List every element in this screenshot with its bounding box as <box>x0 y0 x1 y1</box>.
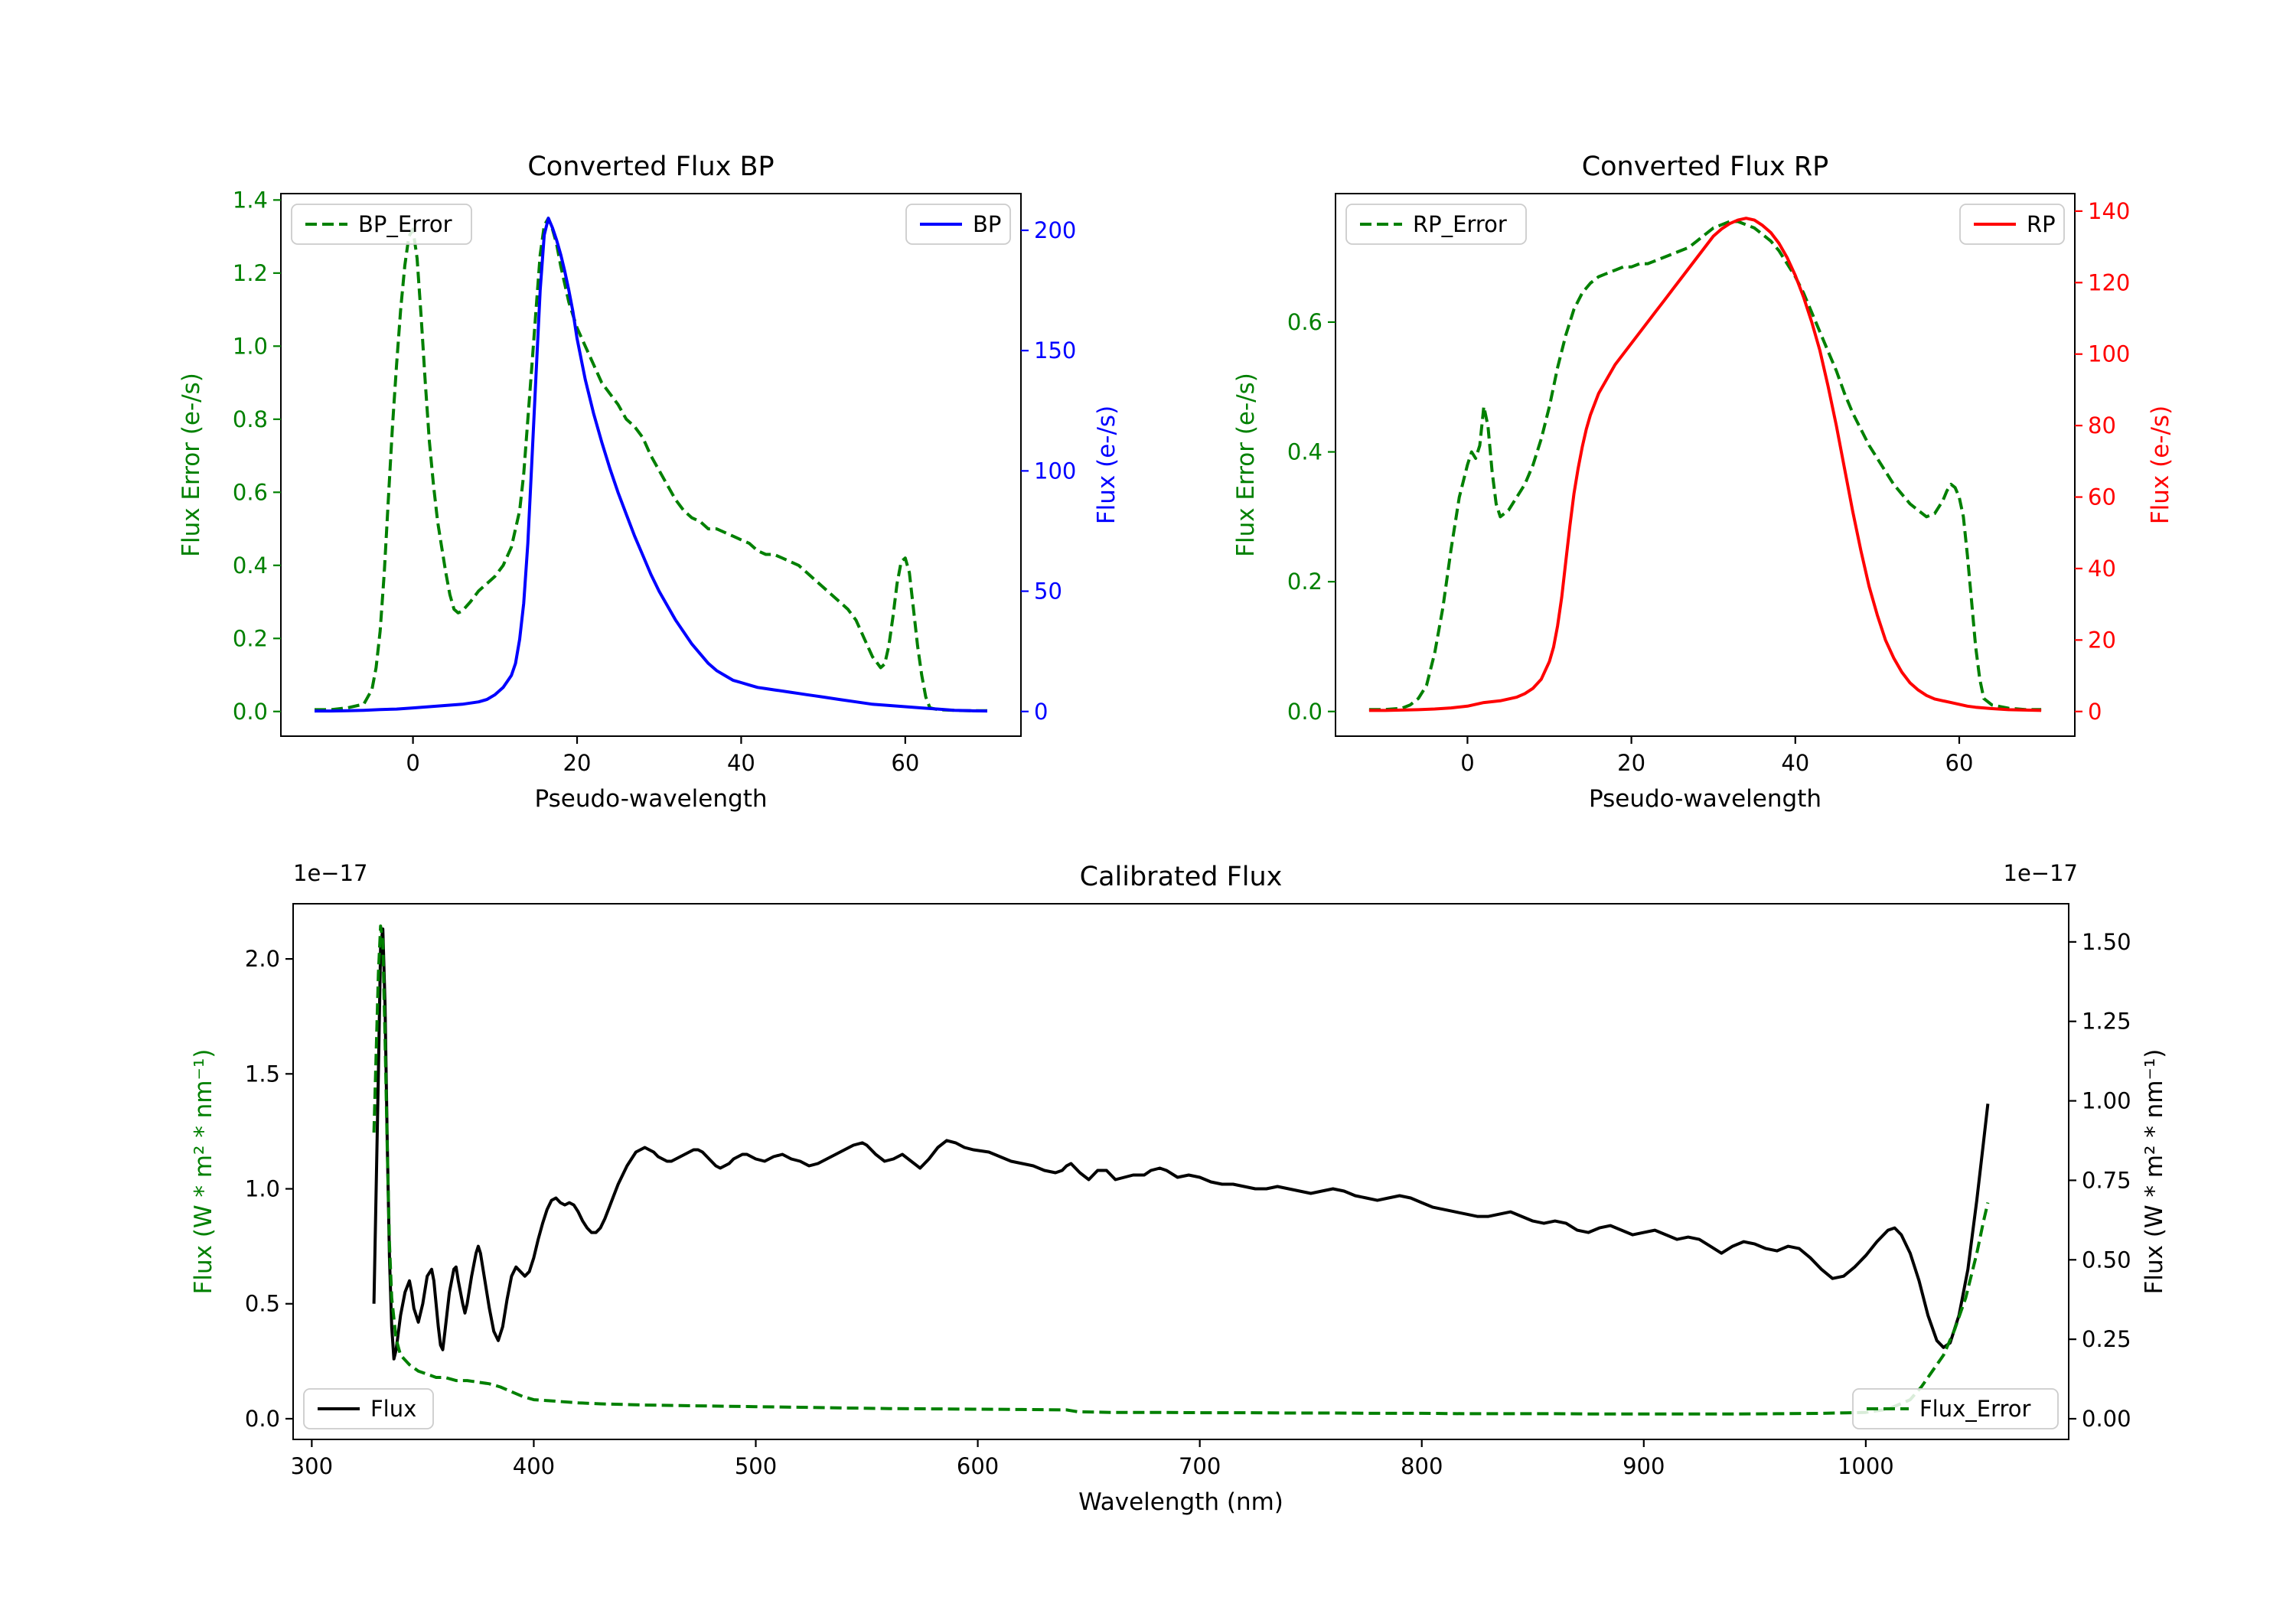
x-tick-label: 500 <box>735 1453 777 1479</box>
x-axis-label-cal: Wavelength (nm) <box>1078 1488 1283 1516</box>
legend-frame <box>1852 1388 2059 1429</box>
axis-offset-right: 1e−17 <box>2004 860 2079 886</box>
y-tick-label-left: 0.2 <box>233 625 268 651</box>
series-flux-line <box>372 927 1990 1361</box>
x-tick-label: 40 <box>727 750 755 776</box>
x-tick-label: 400 <box>513 1453 555 1479</box>
y-tick-label-right: 100 <box>1034 458 1076 484</box>
y-tick-label-right: 80 <box>2088 412 2116 438</box>
y-tick-label-right: 20 <box>2088 627 2116 653</box>
x-tick-label: 600 <box>957 1453 999 1479</box>
y-tick-label-left: 0.0 <box>1287 699 1322 725</box>
legend-label: Flux <box>370 1396 416 1422</box>
y-axis-label-right-cal: Flux (W * m² * nm⁻¹) <box>2141 1049 2168 1295</box>
chart-bp: Converted Flux BP 0 20 40 60 Pseudo-wavelengt… <box>178 152 1120 813</box>
y-tick-label-right: 0.50 <box>2082 1247 2131 1273</box>
series-bp-line <box>315 217 988 713</box>
chart-title-cal: Calibrated Flux <box>1080 862 1283 892</box>
y-tick-label-left: 0.0 <box>245 1406 280 1432</box>
legend-rp_error: RP_Error <box>1345 204 1527 245</box>
legend-label: RP <box>2027 211 2056 237</box>
x-tick-label: 700 <box>1179 1453 1221 1479</box>
y-tick-label-left: 0.0 <box>233 699 268 725</box>
x-tick-label: 60 <box>1945 750 1974 776</box>
y-axis-label-right-rp: Flux (e-/s) <box>2147 406 2174 524</box>
axes-spines-bp <box>280 193 1022 737</box>
y-tick-label-right: 40 <box>2088 556 2116 582</box>
series-rp_error-line <box>1368 220 2042 712</box>
legend-label: BP <box>973 211 1001 237</box>
y-tick-label-right: 50 <box>1034 579 1062 605</box>
y-tick-label-right: 0.25 <box>2082 1326 2131 1352</box>
series-flux_error-line <box>372 924 1990 1416</box>
y-tick-label-left: 0.6 <box>1287 309 1322 335</box>
y-tick-label-left: 0.4 <box>1287 439 1322 465</box>
legend-frame <box>303 1388 434 1429</box>
legend-frame <box>291 204 472 245</box>
x-tick-label: 60 <box>891 750 919 776</box>
y-tick-label-left: 0.6 <box>233 479 268 505</box>
y-tick-label-left: 0.2 <box>1287 569 1322 595</box>
chart-title-rp: Converted Flux RP <box>1582 152 1829 182</box>
legend-bp_error: BP_Error <box>291 204 472 245</box>
axis-offset-left: 1e−17 <box>293 860 368 886</box>
y-tick-label-left: 0.4 <box>233 553 268 579</box>
y-tick-label-left: 2.0 <box>245 946 280 972</box>
legend-label: BP_Error <box>358 211 452 237</box>
y-axis-label-left-bp: Flux Error (e-/s) <box>178 373 205 557</box>
y-tick-label-right: 0 <box>1034 699 1048 725</box>
x-tick-label: 1000 <box>1838 1453 1894 1479</box>
y-tick-label-left: 1.2 <box>233 260 268 286</box>
y-tick-label-left: 0.5 <box>245 1291 280 1317</box>
y-tick-label-right: 60 <box>2088 484 2116 510</box>
x-tick-label: 20 <box>1617 750 1645 776</box>
y-axis-label-right-bp: Flux (e-/s) <box>1093 406 1120 524</box>
axes-spines-cal <box>292 903 2069 1440</box>
y-tick-label-right: 120 <box>2088 269 2130 295</box>
y-axis-label-left-cal: Flux (W * m² * nm⁻¹) <box>190 1049 217 1295</box>
x-tick-label: 40 <box>1781 750 1809 776</box>
y-tick-label-left: 0.8 <box>233 406 268 432</box>
y-tick-label-right: 100 <box>2088 341 2130 367</box>
legend-flux_error: Flux_Error <box>1852 1388 2059 1429</box>
x-tick-label: 0 <box>406 750 419 776</box>
legend-bp: BP <box>905 204 1011 245</box>
y-tick-label-right: 0 <box>2088 699 2102 725</box>
y-tick-label-right: 1.50 <box>2082 929 2131 955</box>
y-tick-label-right: 0.75 <box>2082 1167 2131 1193</box>
y-axis-label-left-rp: Flux Error (e-/s) <box>1232 373 1260 557</box>
legend-rp: RP <box>1959 204 2065 245</box>
y-tick-label-right: 140 <box>2088 198 2130 224</box>
legend-frame <box>1345 204 1527 245</box>
x-axis-label-bp: Pseudo-wavelength <box>534 785 767 813</box>
x-tick-label: 0 <box>1460 750 1474 776</box>
x-tick-label: 20 <box>563 750 592 776</box>
chart-rp: Converted Flux RP 0 20 40 60 Pseudo-wavelengt… <box>1232 152 2174 813</box>
y-tick-label-left: 1.4 <box>233 187 268 213</box>
axes-spines-rp <box>1335 193 2076 737</box>
y-tick-label-right: 200 <box>1034 217 1076 243</box>
y-tick-label-right: 0.00 <box>2082 1406 2131 1432</box>
series-bp_error-line <box>315 217 987 712</box>
chart-cal: Calibrated Flux 300 400 500 600 700 800 900 1000… <box>190 860 2168 1516</box>
x-tick-label: 900 <box>1623 1453 1665 1479</box>
legend-label: Flux_Error <box>1919 1396 2031 1422</box>
x-axis-label-rp: Pseudo-wavelength <box>1589 785 1821 813</box>
chart-title-bp: Converted Flux BP <box>527 152 774 182</box>
y-tick-label-left: 1.0 <box>245 1176 280 1202</box>
y-tick-label-right: 150 <box>1034 337 1076 363</box>
y-tick-label-right: 1.00 <box>2082 1088 2131 1114</box>
series-rp-line <box>1368 217 2042 712</box>
x-tick-label: 800 <box>1401 1453 1443 1479</box>
y-tick-label-left: 1.0 <box>233 333 268 359</box>
y-tick-label-right: 1.25 <box>2082 1009 2131 1035</box>
legend-label: RP_Error <box>1413 211 1507 237</box>
x-tick-label: 300 <box>291 1453 333 1479</box>
legend-flux: Flux <box>303 1388 434 1429</box>
y-tick-label-left: 1.5 <box>245 1061 280 1087</box>
